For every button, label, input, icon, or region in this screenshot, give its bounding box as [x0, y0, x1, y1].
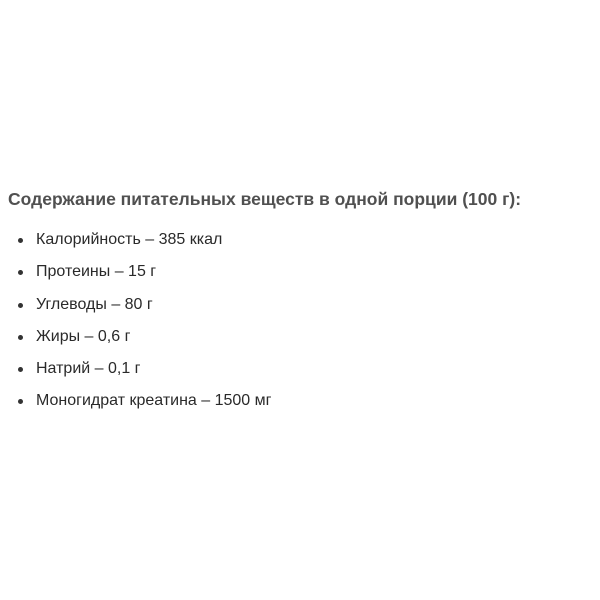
list-item: Протеины – 15 г — [0, 260, 271, 292]
section-heading: Содержание питательных веществ в одной п… — [8, 189, 522, 209]
list-item: Натрий – 0,1 г — [0, 357, 271, 389]
list-item: Калорийность – 385 ккал — [0, 228, 271, 260]
list-item: Жиры – 0,6 г — [0, 325, 271, 357]
list-item: Моногидрат креатина – 1500 мг — [0, 389, 271, 421]
nutrient-list: Калорийность – 385 ккал Протеины – 15 г … — [0, 228, 271, 422]
list-item: Углеводы – 80 г — [0, 293, 271, 325]
